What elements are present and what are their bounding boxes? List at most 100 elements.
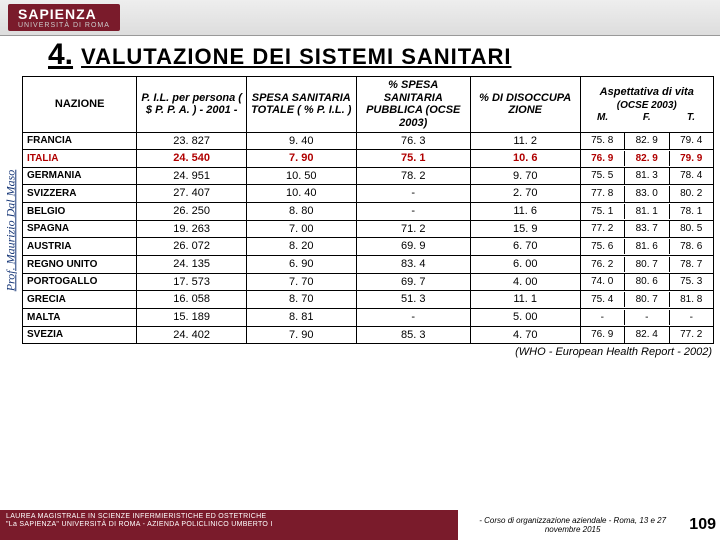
col-nazione: NAZIONE [23, 77, 137, 133]
col-pil: P. I.L. per persona ( $ P. P. A. ) - 200… [137, 77, 247, 133]
cell-nazione: PORTOGALLO [23, 273, 137, 291]
cell-dis: 10. 6 [470, 150, 580, 168]
cell-spesa: 7. 90 [246, 150, 356, 168]
cell-nazione: AUSTRIA [23, 238, 137, 256]
cell-asp-m: 76. 2 [581, 257, 625, 273]
cell-asp-t: 78. 1 [669, 204, 714, 220]
cell-asp-t: 78. 4 [669, 168, 714, 184]
table-row: PORTOGALLO17. 5737. 7069. 74. 0074. 080.… [23, 273, 714, 291]
cell-pil: 24. 135 [137, 256, 247, 274]
logo-main: SAPIENZA [18, 6, 97, 22]
asp-t: T. [669, 112, 713, 124]
cell-pspesa: 51. 3 [356, 291, 470, 309]
cell-spesa: 7. 70 [246, 273, 356, 291]
cell-dis: 6. 00 [470, 256, 580, 274]
cell-nazione: SVIZZERA [23, 185, 137, 203]
cell-nazione: GERMANIA [23, 167, 137, 185]
cell-asp-t: 81. 8 [669, 292, 714, 308]
cell-pil: 27. 407 [137, 185, 247, 203]
cell-pil: 16. 058 [137, 291, 247, 309]
cell-dis: 4. 70 [470, 326, 580, 344]
cell-asp-t: 78. 7 [669, 257, 714, 273]
cell-pspesa: 71. 2 [356, 220, 470, 238]
cell-spesa: 10. 50 [246, 167, 356, 185]
logo-sub: UNIVERSITÀ DI ROMA [18, 22, 110, 29]
col-aspettativa: Aspettativa di vita (OCSE 2003) M. F. T. [580, 77, 714, 133]
cell-spesa: 7. 90 [246, 326, 356, 344]
cell-asp-m: 74. 0 [581, 274, 625, 290]
cell-pspesa: 85. 3 [356, 326, 470, 344]
col-spesa: SPESA SANITARIA TOTALE ( % P. I.L. ) [246, 77, 356, 133]
cell-pil: 17. 573 [137, 273, 247, 291]
asp-title: Aspettativa di vita [581, 85, 714, 100]
table-row: SPAGNA19. 2637. 0071. 215. 977. 283. 780… [23, 220, 714, 238]
cell-pspesa: - [356, 308, 470, 326]
cell-pil: 24. 402 [137, 326, 247, 344]
cell-pspesa: 78. 2 [356, 167, 470, 185]
cell-asp-t: 80. 5 [669, 221, 714, 237]
table-row: REGNO UNITO24. 1356. 9083. 46. 0076. 280… [23, 256, 714, 274]
cell-nazione: SPAGNA [23, 220, 137, 238]
col-disoccup: % DI DISOCCUPA ZIONE [470, 77, 580, 133]
cell-nazione: GRECIA [23, 291, 137, 309]
cell-asp-t: 79. 4 [669, 133, 714, 149]
cell-asp-m: 75. 4 [581, 292, 625, 308]
cell-dis: 11. 2 [470, 132, 580, 150]
cell-asp: 75. 581. 378. 4 [580, 167, 714, 185]
cell-dis: 6. 70 [470, 238, 580, 256]
cell-spesa: 7. 00 [246, 220, 356, 238]
cell-asp-f: - [624, 310, 669, 326]
cell-asp-f: 81. 6 [624, 239, 669, 255]
cell-asp-m: 75. 5 [581, 168, 625, 184]
cell-asp: 76. 982. 477. 2 [580, 326, 714, 344]
cell-asp-f: 83. 0 [624, 186, 669, 202]
cell-nazione: FRANCIA [23, 132, 137, 150]
cell-spesa: 8. 80 [246, 203, 356, 221]
cell-nazione: SVEZIA [23, 326, 137, 344]
footer-course: - Corso di organizzazione aziendale - Ro… [462, 516, 683, 534]
cell-pspesa: 83. 4 [356, 256, 470, 274]
table-row: GERMANIA24. 95110. 5078. 29. 7075. 581. … [23, 167, 714, 185]
cell-dis: 5. 00 [470, 308, 580, 326]
cell-asp-f: 81. 3 [624, 168, 669, 184]
cell-asp-m: 75. 8 [581, 133, 625, 149]
cell-asp-f: 80. 7 [624, 292, 669, 308]
cell-spesa: 8. 70 [246, 291, 356, 309]
cell-asp: 77. 883. 080. 2 [580, 185, 714, 203]
asp-source: (OCSE 2003) [581, 100, 714, 112]
cell-pil: 24. 540 [137, 150, 247, 168]
cell-nazione: ITALIA [23, 150, 137, 168]
cell-asp: 76. 982. 979. 9 [580, 150, 714, 168]
cell-asp: --- [580, 308, 714, 326]
cell-asp-f: 81. 1 [624, 204, 669, 220]
col-pspesa: % SPESA SANITARIA PUBBLICA (OCSE 2003) [356, 77, 470, 133]
cell-asp-t: 80. 2 [669, 186, 714, 202]
table-row: SVIZZERA27. 40710. 40-2. 7077. 883. 080.… [23, 185, 714, 203]
table-row: FRANCIA23. 8279. 4076. 311. 275. 882. 97… [23, 132, 714, 150]
cell-asp-m: 76. 9 [581, 151, 625, 167]
cell-pspesa: 69. 9 [356, 238, 470, 256]
cell-asp-t: - [669, 310, 714, 326]
cell-asp: 75. 181. 178. 1 [580, 203, 714, 221]
table-row: GRECIA16. 0588. 7051. 311. 175. 480. 781… [23, 291, 714, 309]
cell-pil: 26. 072 [137, 238, 247, 256]
cell-asp-m: 77. 8 [581, 186, 625, 202]
cell-dis: 15. 9 [470, 220, 580, 238]
table-header-row: NAZIONE P. I.L. per persona ( $ P. P. A.… [23, 77, 714, 133]
cell-asp-f: 82. 4 [624, 327, 669, 343]
cell-spesa: 8. 20 [246, 238, 356, 256]
cell-asp-t: 77. 2 [669, 327, 714, 343]
top-bar: SAPIENZA UNIVERSITÀ DI ROMA [0, 0, 720, 36]
cell-asp-m: - [581, 310, 625, 326]
source-label: (WHO - European Health Report - 2002) [0, 344, 720, 360]
cell-dis: 11. 1 [470, 291, 580, 309]
table-row: ITALIA24. 5407. 9075. 110. 676. 982. 979… [23, 150, 714, 168]
table-row: SVEZIA24. 4027. 9085. 34. 7076. 982. 477… [23, 326, 714, 344]
table-row: MALTA15. 1898. 81-5. 00--- [23, 308, 714, 326]
cell-asp: 77. 283. 780. 5 [580, 220, 714, 238]
footer: LAUREA MAGISTRALE IN SCIENZE INFERMIERIS… [0, 510, 720, 540]
cell-asp: 75. 882. 979. 4 [580, 132, 714, 150]
cell-pil: 26. 250 [137, 203, 247, 221]
cell-asp-m: 76. 9 [581, 327, 625, 343]
cell-spesa: 8. 81 [246, 308, 356, 326]
